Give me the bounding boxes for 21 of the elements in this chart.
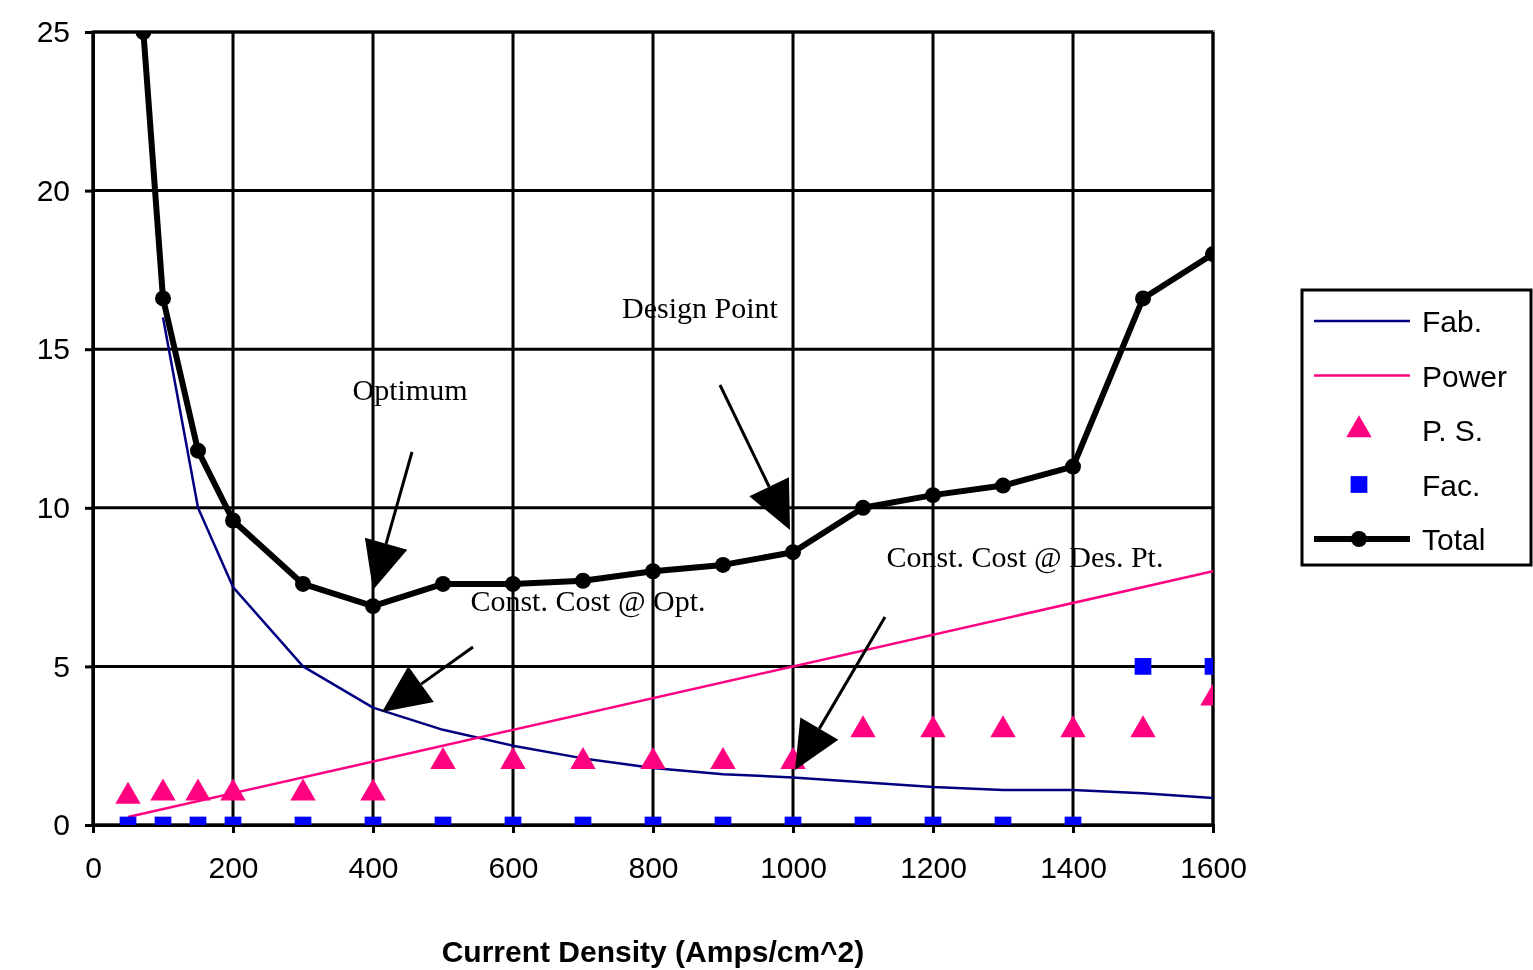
x-tick-label: 1000: [760, 851, 827, 884]
legend-label: Fab.: [1422, 305, 1483, 338]
x-tick-label: 800: [628, 851, 679, 884]
y-tick-label: 15: [36, 332, 70, 366]
x-tick-label: 0: [85, 851, 102, 884]
y-tick-label: 10: [36, 490, 70, 524]
x-axis-title: Current Density (Amps/cm^2): [441, 935, 865, 968]
legend-label: Power: [1422, 359, 1508, 393]
legend-label: Fac.: [1422, 468, 1481, 502]
x-tick-label: 200: [208, 851, 259, 884]
legend-label: Total: [1422, 523, 1486, 556]
y-tick-label: 25: [36, 15, 70, 49]
x-tick-label: 1400: [1040, 851, 1107, 884]
x-tick-label: 400: [348, 851, 399, 884]
y-tick-label: 0: [53, 808, 70, 842]
x-tick-label: 600: [488, 851, 539, 884]
y-tick-label: 20: [36, 173, 70, 207]
x-tick-label: 1600: [1180, 851, 1247, 884]
legend-label: P. S.: [1422, 414, 1484, 447]
y-tick-label: 5: [53, 649, 70, 683]
x-tick-label: 1200: [900, 851, 967, 884]
